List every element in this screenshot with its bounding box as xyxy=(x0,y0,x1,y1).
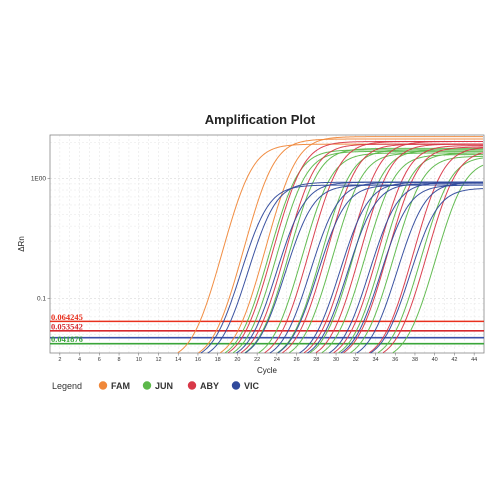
x-tick-label: 6 xyxy=(98,357,101,363)
curve-jun xyxy=(377,157,484,353)
legend-label-jun: JUN xyxy=(155,381,173,391)
legend: Legend FAM JUN ABY VIC xyxy=(52,381,260,391)
x-tick-label: 24 xyxy=(274,357,280,363)
curve-jun xyxy=(232,150,484,353)
threshold-label: 0.053542 xyxy=(51,321,83,331)
x-axis-label: Cycle xyxy=(257,366,278,375)
curve-jun xyxy=(309,149,484,353)
legend-swatch-vic xyxy=(231,381,241,390)
chart-title: Amplification Plot xyxy=(205,112,316,127)
x-tick-label: 18 xyxy=(215,357,221,363)
legend-label-aby: ABY xyxy=(200,381,219,391)
curve-jun xyxy=(244,147,484,353)
x-tick-label: 40 xyxy=(432,357,438,363)
curve-vic xyxy=(370,188,484,354)
curve-aby xyxy=(303,141,484,353)
x-tick-label: 12 xyxy=(155,357,161,363)
x-tick-label: 14 xyxy=(175,357,181,363)
legend-title: Legend xyxy=(52,381,82,391)
curve-vic xyxy=(356,181,484,354)
x-tick-label: 28 xyxy=(313,357,319,363)
curve-fam xyxy=(220,136,484,353)
legend-label-vic: VIC xyxy=(244,381,260,391)
x-tick-label: 44 xyxy=(471,357,477,363)
y-axis-ticks: 1E00 0.1 xyxy=(31,176,50,303)
x-tick-label: 32 xyxy=(353,357,359,363)
y-tick-label: 1E00 xyxy=(31,176,47,183)
x-tick-label: 42 xyxy=(451,357,457,363)
plot-frame xyxy=(49,134,485,354)
x-tick-label: 36 xyxy=(392,357,398,363)
curve-fam xyxy=(198,138,484,353)
curve-jun xyxy=(392,164,484,353)
curve-jun xyxy=(350,155,484,353)
x-tick-label: 22 xyxy=(254,357,260,363)
x-tick-label: 34 xyxy=(372,357,378,363)
x-tick-label: 16 xyxy=(195,357,201,363)
x-tick-label: 2 xyxy=(58,357,61,363)
curve-aby xyxy=(369,147,484,353)
curve-vic xyxy=(328,181,484,354)
x-tick-label: 8 xyxy=(118,357,121,363)
y-axis-label: ΔRn xyxy=(17,236,26,252)
x-tick-label: 20 xyxy=(234,357,240,363)
curve-jun xyxy=(338,152,484,353)
legend-swatch-aby xyxy=(187,381,197,390)
legend-label-fam: FAM xyxy=(111,381,130,391)
x-axis-ticks: 2 4 6 8 10 12 14 16 18 20 22 24 26 28 30 32 34 36 38 40 42 44 xyxy=(58,353,477,363)
curve-vic xyxy=(340,184,484,354)
curve-vic xyxy=(306,182,484,354)
amplification-curves xyxy=(177,136,484,354)
legend-swatch-fam xyxy=(98,381,108,390)
threshold-label: 0.064245 xyxy=(51,312,83,322)
x-tick-label: 4 xyxy=(78,357,81,363)
y-tick-label: 0.1 xyxy=(37,296,46,303)
curve-aby xyxy=(315,143,484,353)
threshold-label: 0.041876 xyxy=(51,334,83,344)
curve-aby xyxy=(333,145,484,353)
legend-swatch-jun xyxy=(142,381,152,390)
x-tick-label: 38 xyxy=(412,357,418,363)
curve-jun xyxy=(321,154,484,353)
x-tick-label: 26 xyxy=(294,357,300,363)
x-tick-label: 10 xyxy=(136,357,142,363)
x-tick-label: 30 xyxy=(333,357,339,363)
curve-aby xyxy=(343,146,484,353)
curve-aby xyxy=(382,152,484,353)
